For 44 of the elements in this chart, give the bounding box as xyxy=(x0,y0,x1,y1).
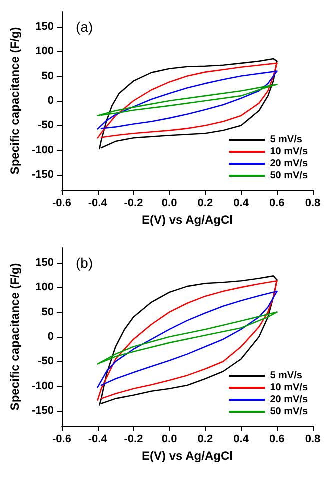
x-tick-label: 0.8 xyxy=(305,198,321,210)
y-tick-label: -50 xyxy=(38,356,54,368)
y-tick-label: 150 xyxy=(36,256,54,269)
y-tick-label: 100 xyxy=(36,46,54,58)
y-axis-title: Specific capacitance (F/g) xyxy=(8,27,22,175)
x-tick-label: 0.4 xyxy=(234,434,250,446)
x-tick-label: -0.6 xyxy=(52,434,72,446)
y-axis-title: Specific capacitance (F/g) xyxy=(8,263,22,411)
x-tick-label: -0.4 xyxy=(88,434,108,446)
legend-label: 10 mV/s xyxy=(270,382,308,394)
y-tick-label: 150 xyxy=(36,20,54,33)
x-axis-title: E(V) vs Ag/AgCl xyxy=(142,449,233,463)
annotation: (a) xyxy=(76,19,94,35)
x-tick-label: 0.6 xyxy=(269,434,285,446)
y-tick-label: 100 xyxy=(36,282,54,294)
annotation: (b) xyxy=(76,255,94,271)
x-tick-label: -0.4 xyxy=(88,198,108,210)
x-tick-label: 0.2 xyxy=(198,198,214,210)
x-axis-title: E(V) vs Ag/AgCl xyxy=(142,213,233,227)
legend-label: 20 mV/s xyxy=(270,394,308,406)
y-tick-label: -100 xyxy=(32,380,54,392)
x-tick-label: 0.0 xyxy=(162,198,178,210)
y-tick-label: -150 xyxy=(32,169,54,182)
y-tick-label: 50 xyxy=(42,306,54,318)
y-tick-label: 50 xyxy=(42,70,54,82)
x-tick-label: 0.6 xyxy=(269,198,285,210)
y-tick-label: -100 xyxy=(32,144,54,156)
legend-label: 50 mV/s xyxy=(270,406,308,418)
x-tick-label: 0.0 xyxy=(162,434,178,446)
x-tick-label: 0.4 xyxy=(234,198,250,210)
y-tick-label: 0 xyxy=(48,331,54,343)
x-tick-label: -0.2 xyxy=(124,434,144,446)
legend-label: 10 mV/s xyxy=(270,146,308,158)
legend-label: 20 mV/s xyxy=(270,158,308,170)
x-tick-label: 0.8 xyxy=(305,434,321,446)
y-tick-label: 0 xyxy=(48,95,54,107)
legend-label: 50 mV/s xyxy=(270,170,308,182)
legend-label: 5 mV/s xyxy=(270,134,303,146)
x-tick-label: 0.2 xyxy=(198,434,214,446)
legend-label: 5 mV/s xyxy=(270,370,303,382)
y-tick-label: -150 xyxy=(32,405,54,418)
x-tick-label: -0.6 xyxy=(52,198,72,210)
y-tick-label: -50 xyxy=(38,120,54,132)
x-tick-label: -0.2 xyxy=(124,198,144,210)
